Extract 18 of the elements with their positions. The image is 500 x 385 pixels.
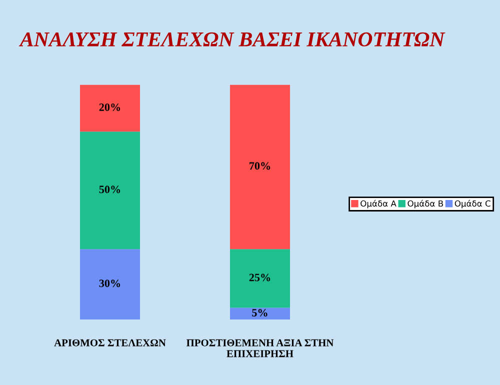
data-label: 50%	[99, 186, 120, 194]
legend-label: Ομάδα C	[454, 200, 490, 208]
x-tick-label: ΑΡΙΘΜΟΣ ΣΤΕΛΕΧΩΝ	[54, 339, 166, 346]
bar	[230, 84, 290, 250]
chart-title: ΑΝΑΛΥΣΗ ΣΤΕΛΕΧΩΝ ΒΑΣΕΙ ΙΚΑΝΟΤΗΤΩΝ	[18, 32, 446, 46]
data-label: 30%	[99, 280, 120, 288]
legend-label: Ομάδα A	[360, 200, 396, 208]
bar	[80, 84, 140, 132]
bar	[230, 308, 290, 320]
data-label: 20%	[99, 103, 120, 112]
bar	[80, 249, 140, 320]
bar	[230, 249, 290, 308]
data-label: 70%	[250, 162, 270, 170]
bar	[80, 132, 140, 250]
data-label: 25%	[249, 274, 270, 282]
x-tick-label: ΠΡΟΣΤΙΘΕΜΕΝΗ ΑΞΙΑ ΣΤΗΝ ΕΠΙΧΕΙΡΗΣΗ	[186, 339, 334, 358]
legend-label: Ομάδα B	[408, 200, 443, 208]
data-label: 5%	[252, 308, 268, 316]
